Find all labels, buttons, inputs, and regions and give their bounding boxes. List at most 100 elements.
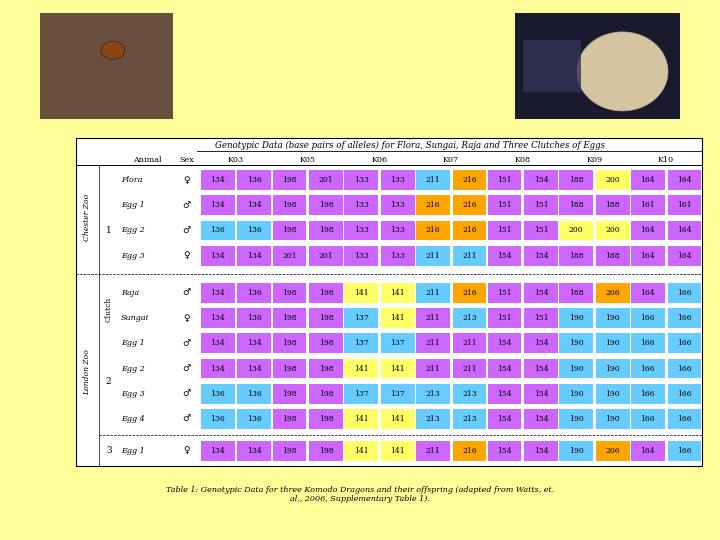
Text: ♀: ♀ xyxy=(183,446,190,455)
Bar xyxy=(667,195,701,215)
Text: 134: 134 xyxy=(210,201,225,209)
Text: 154: 154 xyxy=(498,339,512,347)
Bar xyxy=(667,334,701,353)
Bar xyxy=(76,138,702,466)
Text: 206: 206 xyxy=(606,447,620,455)
Bar xyxy=(524,441,558,461)
Text: 211: 211 xyxy=(462,252,477,260)
Text: 198: 198 xyxy=(319,447,333,455)
Bar xyxy=(596,170,629,190)
Bar xyxy=(381,308,415,328)
Bar xyxy=(238,384,271,403)
Text: 151: 151 xyxy=(534,226,549,234)
Bar xyxy=(273,409,306,429)
Text: 216: 216 xyxy=(462,226,477,234)
Text: K09: K09 xyxy=(586,156,603,164)
Bar xyxy=(667,308,701,328)
Text: 134: 134 xyxy=(210,252,225,260)
Bar xyxy=(631,221,665,240)
Text: 198: 198 xyxy=(282,201,297,209)
Text: 166: 166 xyxy=(677,415,692,423)
Text: 141: 141 xyxy=(354,289,369,297)
Bar xyxy=(40,14,173,119)
Text: 141: 141 xyxy=(390,364,405,373)
Text: 198: 198 xyxy=(282,339,297,347)
Text: 134: 134 xyxy=(210,364,225,373)
Text: K10: K10 xyxy=(658,156,674,164)
Bar xyxy=(201,334,235,353)
Text: 166: 166 xyxy=(641,415,655,423)
Bar xyxy=(559,441,593,461)
Bar xyxy=(667,359,701,379)
Text: 198: 198 xyxy=(319,339,333,347)
Bar xyxy=(201,359,235,379)
Bar xyxy=(667,384,701,403)
Bar xyxy=(309,170,343,190)
Text: 164: 164 xyxy=(641,226,655,234)
Bar xyxy=(273,308,306,328)
Text: 198: 198 xyxy=(319,201,333,209)
Text: Egg 4: Egg 4 xyxy=(121,415,145,423)
Text: 137: 137 xyxy=(354,390,369,398)
Bar xyxy=(381,283,415,302)
Bar xyxy=(596,409,629,429)
Bar xyxy=(524,384,558,403)
Bar xyxy=(381,441,415,461)
Text: Egg 1: Egg 1 xyxy=(121,339,145,347)
Bar xyxy=(238,359,271,379)
Bar xyxy=(238,334,271,353)
Text: 206: 206 xyxy=(606,289,620,297)
Text: K03: K03 xyxy=(228,156,244,164)
Text: ♀: ♀ xyxy=(183,314,190,322)
Bar xyxy=(631,170,665,190)
Bar xyxy=(524,246,558,266)
Text: ♂: ♂ xyxy=(182,415,191,423)
Text: 161: 161 xyxy=(677,201,692,209)
Bar xyxy=(416,170,449,190)
Text: 137: 137 xyxy=(390,390,405,398)
Text: 151: 151 xyxy=(498,289,512,297)
Text: 141: 141 xyxy=(354,364,369,373)
Text: 136: 136 xyxy=(247,415,261,423)
Bar xyxy=(453,334,486,353)
Bar xyxy=(487,409,521,429)
Bar xyxy=(487,221,521,240)
Bar xyxy=(273,195,306,215)
Text: 190: 190 xyxy=(569,447,583,455)
Text: 211: 211 xyxy=(426,176,440,184)
Bar xyxy=(453,409,486,429)
Bar xyxy=(487,359,521,379)
Bar xyxy=(453,283,486,302)
Bar xyxy=(524,334,558,353)
Text: 213: 213 xyxy=(462,415,477,423)
Bar xyxy=(201,308,235,328)
Bar xyxy=(416,441,449,461)
Text: 141: 141 xyxy=(390,447,405,455)
Text: 151: 151 xyxy=(498,176,512,184)
Text: 164: 164 xyxy=(677,226,692,234)
Text: 198: 198 xyxy=(282,289,297,297)
Text: 198: 198 xyxy=(282,226,297,234)
Bar xyxy=(381,221,415,240)
Text: Sungai: Sungai xyxy=(121,314,149,322)
Text: K08: K08 xyxy=(515,156,531,164)
Text: 1: 1 xyxy=(106,226,112,235)
Bar xyxy=(238,170,271,190)
Text: 166: 166 xyxy=(677,447,692,455)
Text: 211: 211 xyxy=(426,339,440,347)
Text: 198: 198 xyxy=(282,364,297,373)
Bar xyxy=(238,221,271,240)
Bar xyxy=(487,246,521,266)
Bar xyxy=(416,409,449,429)
Bar xyxy=(631,334,665,353)
Bar xyxy=(487,195,521,215)
Text: 134: 134 xyxy=(247,252,261,260)
Bar xyxy=(238,308,271,328)
Bar xyxy=(273,441,306,461)
Bar xyxy=(238,283,271,302)
Bar xyxy=(524,359,558,379)
Text: Animal: Animal xyxy=(133,156,162,164)
Text: Flora: Flora xyxy=(121,176,143,184)
Text: 164: 164 xyxy=(641,447,655,455)
Text: ♂: ♂ xyxy=(182,201,191,210)
